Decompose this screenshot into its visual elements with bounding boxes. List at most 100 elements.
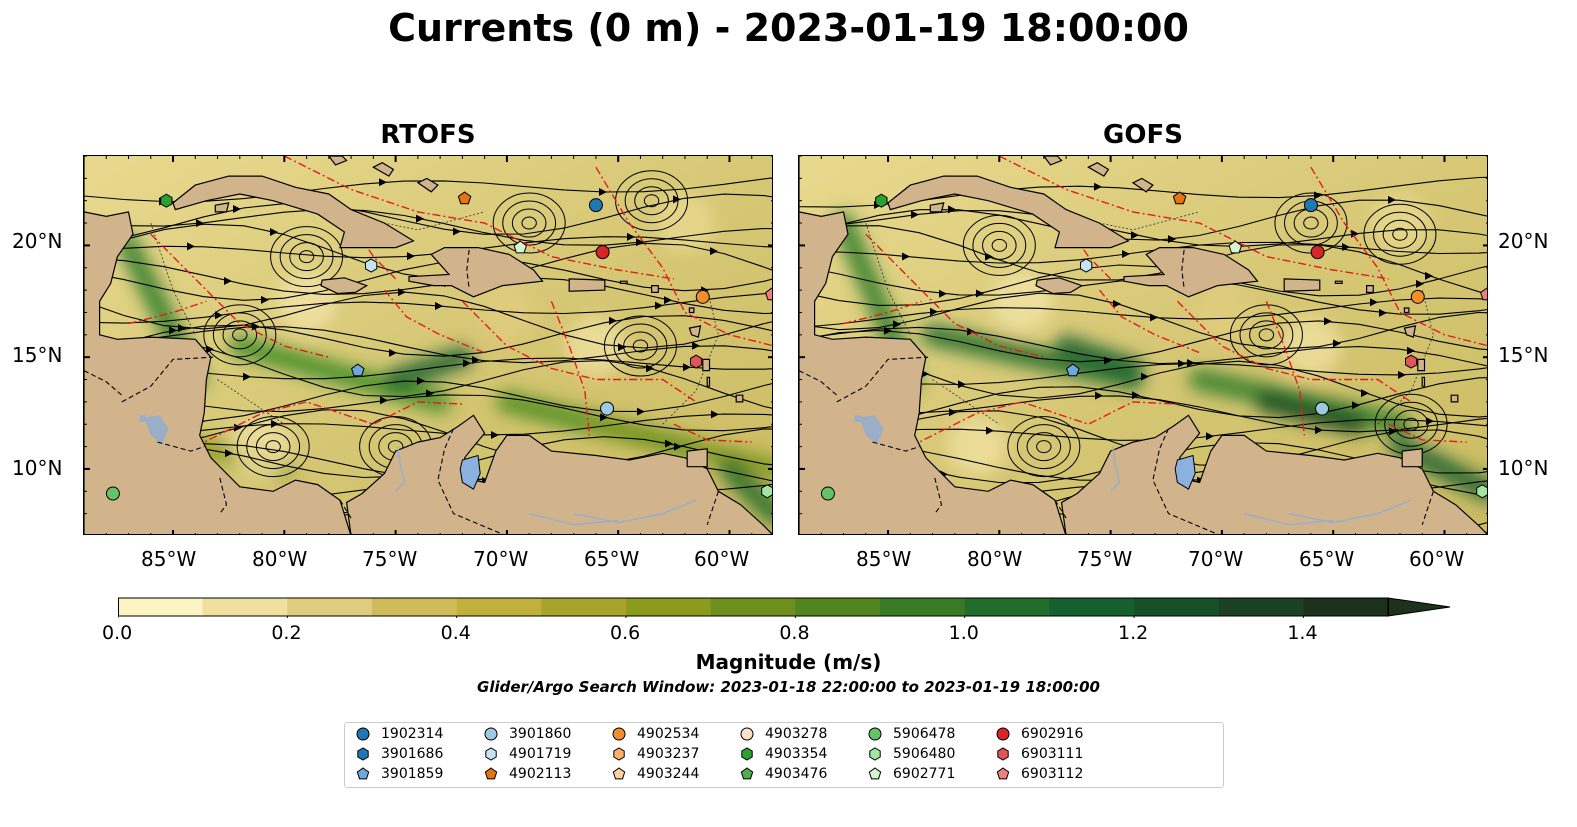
colorbar-tick-label: 0.6 <box>610 622 641 644</box>
float-marker-4902534 <box>1410 289 1425 304</box>
x-tick-label: 65°W <box>1299 547 1355 571</box>
legend-item-3901859: 3901859 <box>355 766 443 782</box>
legend-marker-pentagon-icon <box>740 767 754 780</box>
legend-marker-circle-icon <box>484 727 498 741</box>
legend-item-6902916: 6902916 <box>995 726 1083 742</box>
legend-item-4903244: 4903244 <box>611 766 699 782</box>
colorbar-tick-label: 1.0 <box>948 622 979 644</box>
legend-marker-pentagon-icon <box>612 767 626 780</box>
legend-item-6903112: 6903112 <box>995 766 1083 782</box>
colorbar-segment <box>1134 598 1220 616</box>
figure-title: Currents (0 m) - 2023-01-19 18:00:00 <box>388 6 1189 50</box>
map-canvas <box>84 156 772 534</box>
colorbar <box>117 596 1453 621</box>
legend-marker-pentagon-icon <box>484 767 498 780</box>
float-marker-6902771 <box>513 240 527 254</box>
map-panel-gofs[interactable] <box>798 155 1488 535</box>
land <box>84 156 772 534</box>
legend-item-5906478: 5906478 <box>867 726 955 742</box>
legend-marker-hexagon-icon <box>997 747 1009 761</box>
float-marker-5906480 <box>761 484 772 499</box>
float-marker-6903112 <box>1480 287 1487 301</box>
search-window-text: Glider/Argo Search Window: 2023-01-18 22… <box>477 678 1100 696</box>
float-marker-6902771 <box>1228 240 1242 254</box>
legend-marker-pentagon-icon <box>356 767 370 780</box>
colorbar-segment <box>710 598 796 616</box>
float-marker-6903112 <box>765 287 772 301</box>
colorbar-segment <box>964 598 1050 616</box>
panel-title-rtofs: RTOFS <box>380 120 476 150</box>
legend-item-6902771: 6902771 <box>867 766 955 782</box>
panel-title-gofs: GOFS <box>1103 120 1183 150</box>
colorbar-segment <box>372 598 458 616</box>
colorbar-segment <box>202 598 288 616</box>
map-panel-rtofs[interactable] <box>83 155 773 535</box>
x-tick-label: 85°W <box>856 547 912 571</box>
float-marker-5906478 <box>105 486 120 501</box>
float-legend: 1902314 3901686 3901859 3901860 4901719 49021… <box>344 722 1224 788</box>
x-tick-label: 80°W <box>252 547 308 571</box>
legend-item-4903476: 4903476 <box>739 766 827 782</box>
x-tick-label: 85°W <box>141 547 197 571</box>
x-tick-label: 60°W <box>1409 547 1465 571</box>
legend-marker-hexagon-icon <box>869 747 881 761</box>
legend-label: 6902916 <box>1021 726 1084 742</box>
legend-item-4902113: 4902113 <box>483 766 571 782</box>
float-marker-4903354 <box>875 193 888 208</box>
colorbar-label: Magnitude (m/s) <box>695 650 882 674</box>
colorbar-segment <box>541 598 627 616</box>
legend-marker-hexagon-icon <box>357 747 369 761</box>
x-tick-label: 75°W <box>1077 547 1133 571</box>
legend-label: 6903112 <box>1021 766 1084 782</box>
float-marker-6903111 <box>1405 354 1418 369</box>
legend-marker-hexagon-icon <box>613 747 625 761</box>
legend-item-4903354: 4903354 <box>739 746 827 762</box>
legend-label: 4902113 <box>509 766 572 782</box>
colorbar-segment <box>1218 598 1304 616</box>
x-tick-label: 65°W <box>584 547 640 571</box>
colorbar-tick-label: 0.4 <box>440 622 471 644</box>
y-tick-label-right: 15°N <box>1498 343 1549 367</box>
float-marker-3901860 <box>1315 401 1330 416</box>
legend-label: 3901686 <box>381 746 444 762</box>
y-tick-label-left: 15°N <box>12 343 63 367</box>
colorbar-extend-arrow <box>1387 597 1451 617</box>
legend-label: 6902771 <box>893 766 956 782</box>
legend-label: 4901719 <box>509 746 572 762</box>
legend-marker-pentagon-icon <box>996 767 1010 780</box>
map-canvas <box>799 156 1487 534</box>
colorbar-segment <box>456 598 542 616</box>
colorbar-segment <box>795 598 881 616</box>
legend-item-4903237: 4903237 <box>611 746 699 762</box>
colorbar-tick-label: 0.8 <box>779 622 810 644</box>
colorbar-tick-label: 0.0 <box>102 622 133 644</box>
legend-label: 4903278 <box>765 726 828 742</box>
land <box>799 156 1487 534</box>
float-marker-3901860 <box>600 401 615 416</box>
map-ticks <box>84 156 772 534</box>
legend-marker-circle-icon <box>996 727 1010 741</box>
legend-label: 4903476 <box>765 766 828 782</box>
x-tick-label: 70°W <box>473 547 529 571</box>
y-tick-label-right: 20°N <box>1498 229 1549 253</box>
legend-item-4902534: 4902534 <box>611 726 699 742</box>
float-marker-3901859 <box>351 363 365 377</box>
legend-marker-circle-icon <box>612 727 626 741</box>
legend-label: 4903354 <box>765 746 828 762</box>
legend-marker-circle-icon <box>740 727 754 741</box>
float-marker-5906478 <box>820 486 835 501</box>
colorbar-segment <box>626 598 712 616</box>
legend-label: 5906480 <box>893 746 956 762</box>
float-marker-6902916 <box>595 245 610 260</box>
float-marker-4903354 <box>160 193 173 208</box>
y-tick-label-right: 10°N <box>1498 456 1549 480</box>
legend-label: 4903244 <box>637 766 700 782</box>
legend-label: 3901860 <box>509 726 572 742</box>
eez-boundaries <box>128 156 772 448</box>
float-marker-4902113 <box>1172 191 1187 205</box>
eez-boundaries <box>843 156 1487 448</box>
float-marker-1902314 <box>588 198 603 213</box>
colorbar-segment <box>1049 598 1135 616</box>
float-marker-6903111 <box>690 354 703 369</box>
legend-marker-hexagon-icon <box>741 747 753 761</box>
